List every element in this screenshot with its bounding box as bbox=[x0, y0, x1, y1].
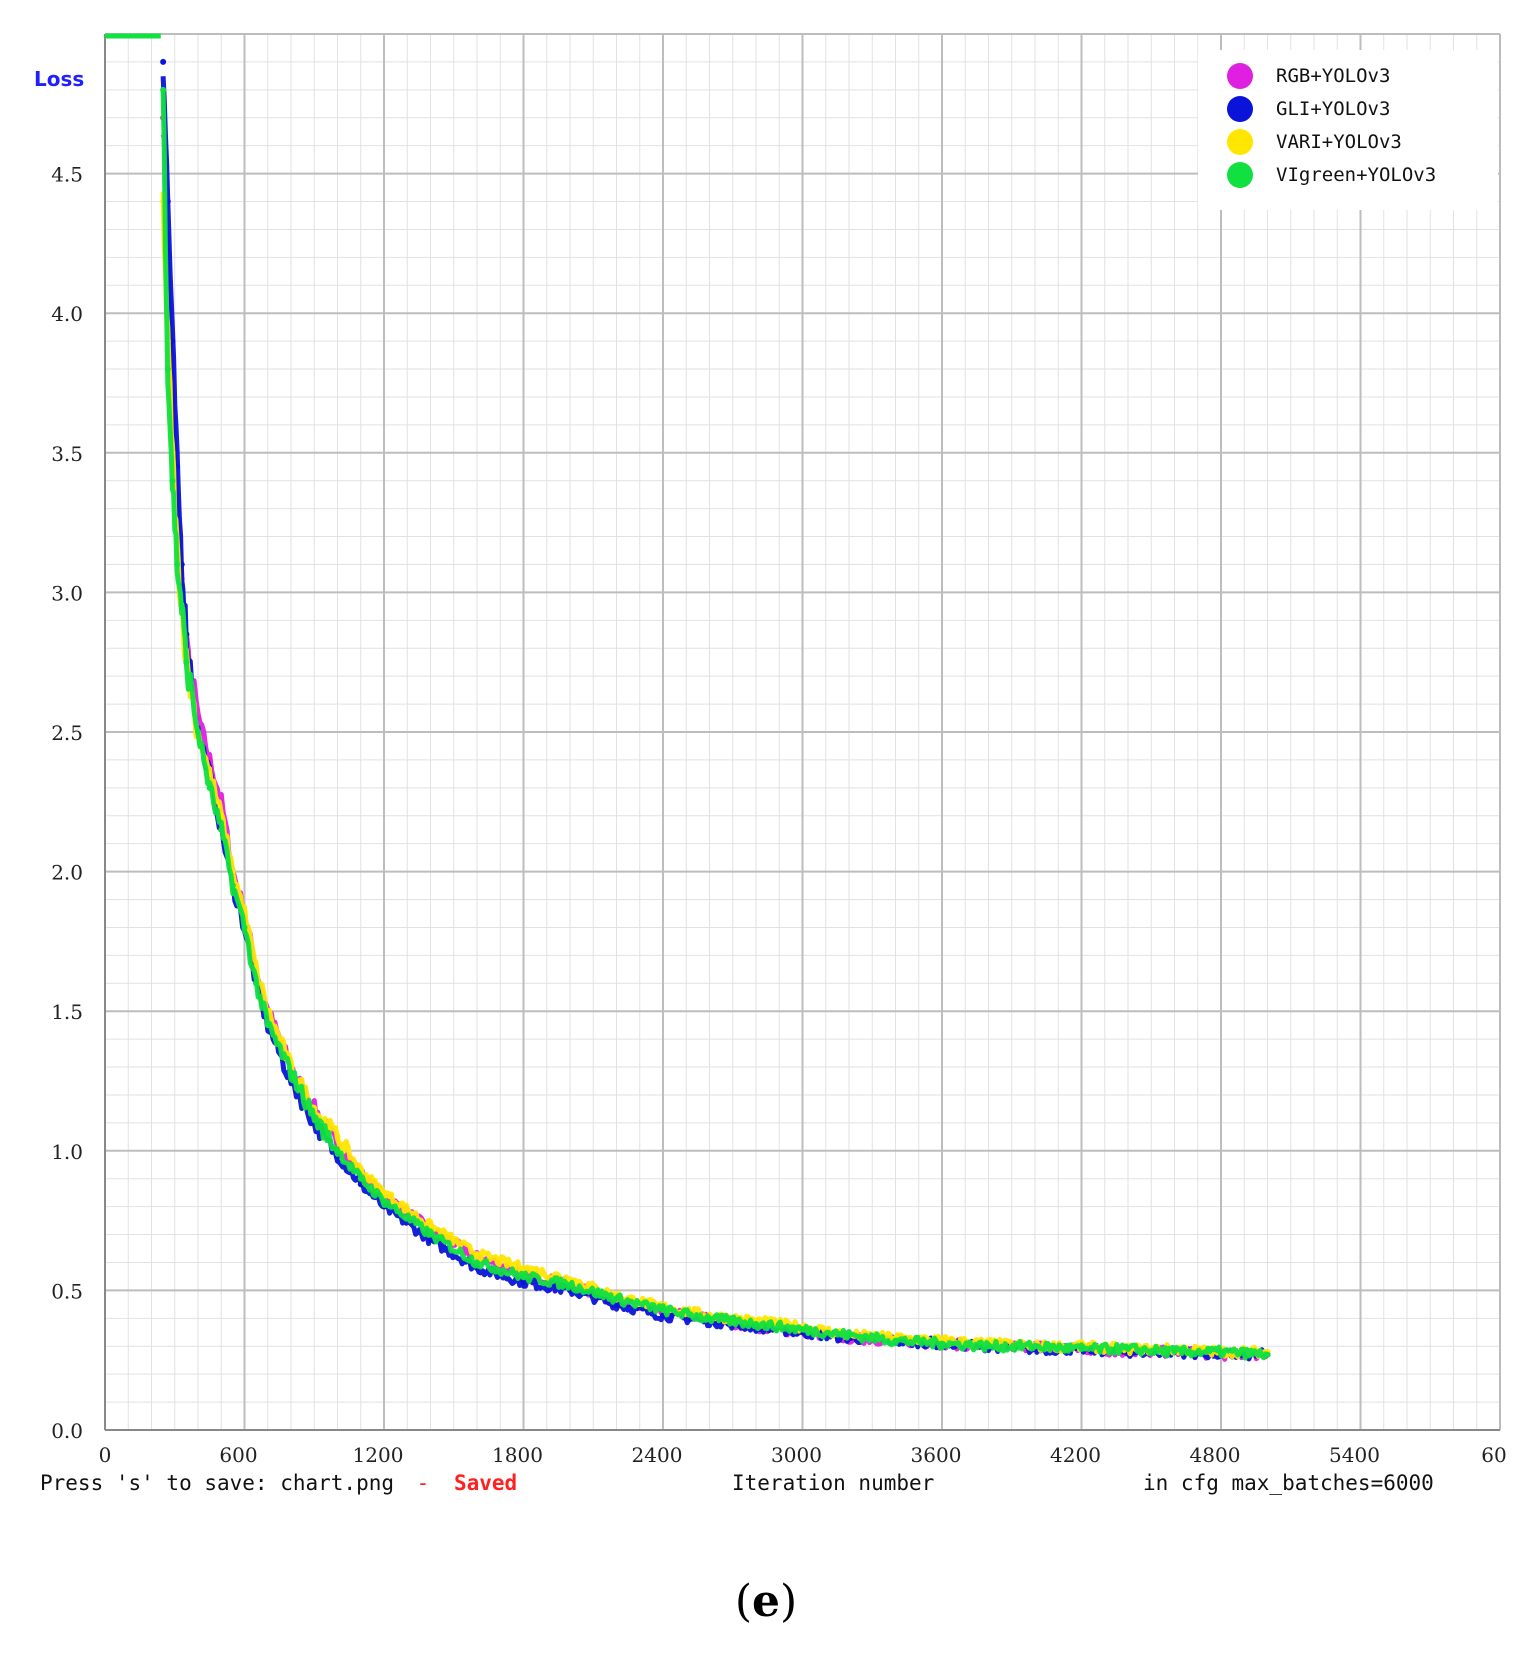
legend-label: GLI+YOLOv3 bbox=[1276, 98, 1390, 120]
max-batches-note: in cfg max_batches=6000 bbox=[1143, 1471, 1434, 1495]
x-tick-label: 600 bbox=[219, 1443, 257, 1467]
tick-labels: 0 600 1200 1800 2400 3000 3600 4200 4800 5400 60 0.… bbox=[51, 163, 1507, 1467]
data-point bbox=[381, 1198, 387, 1205]
y-tick-label: 4.5 bbox=[51, 163, 83, 187]
y-tick-label: 3.0 bbox=[51, 581, 83, 605]
data-point bbox=[1218, 1348, 1224, 1355]
save-dash: - bbox=[417, 1471, 430, 1495]
data-point bbox=[241, 924, 248, 931]
data-point bbox=[357, 1175, 364, 1182]
legend-marker bbox=[1227, 129, 1253, 155]
data-point bbox=[229, 882, 236, 889]
data-point bbox=[427, 1231, 434, 1238]
caption-close: ) bbox=[780, 1576, 797, 1627]
data-point bbox=[520, 1279, 527, 1286]
legend-label: VIgreen+YOLOv3 bbox=[1276, 164, 1436, 186]
data-point bbox=[160, 58, 167, 65]
data-point bbox=[334, 1133, 341, 1140]
x-tick-label: 60 bbox=[1481, 1443, 1506, 1467]
y-tick-label: 1.0 bbox=[51, 1140, 83, 1164]
data-point bbox=[206, 784, 213, 791]
data-point bbox=[660, 1306, 666, 1313]
y-tick-label: 2.0 bbox=[51, 861, 83, 885]
series-line bbox=[160, 191, 1269, 1360]
data-point bbox=[183, 659, 190, 666]
series-layer bbox=[105, 33, 1271, 1362]
series-vigreen-yolov3 bbox=[160, 86, 1271, 1361]
data-point bbox=[1171, 1348, 1178, 1355]
x-tick-label: 1200 bbox=[353, 1443, 404, 1467]
y-tick-label: 3.5 bbox=[51, 442, 83, 466]
data-point bbox=[178, 603, 185, 610]
data-point bbox=[169, 338, 176, 345]
y-tick-label: 4.0 bbox=[51, 302, 83, 326]
data-point bbox=[567, 1281, 573, 1288]
series-line bbox=[160, 76, 1269, 1362]
data-point bbox=[218, 826, 225, 833]
series-rgb-yolov3 bbox=[160, 114, 1271, 1362]
data-point bbox=[427, 1237, 434, 1244]
axes bbox=[104, 34, 1500, 1431]
data-point bbox=[1078, 1346, 1085, 1353]
caption-open: ( bbox=[735, 1576, 752, 1627]
x-tick-label: 0 bbox=[99, 1443, 112, 1467]
data-point bbox=[892, 1337, 899, 1344]
data-point bbox=[1125, 1346, 1131, 1353]
data-point bbox=[174, 561, 181, 568]
saved-status: Saved bbox=[454, 1471, 517, 1495]
x-tick-label: 5400 bbox=[1329, 1443, 1380, 1467]
data-point bbox=[799, 1326, 806, 1333]
data-point bbox=[164, 366, 171, 373]
data-point bbox=[520, 1265, 527, 1272]
data-point bbox=[1264, 1351, 1271, 1358]
data-point bbox=[169, 477, 176, 484]
x-axis-label: Iteration number bbox=[732, 1471, 934, 1495]
data-point bbox=[985, 1343, 992, 1350]
legend-label: RGB+YOLOv3 bbox=[1276, 65, 1390, 87]
x-tick-label: 3000 bbox=[771, 1443, 822, 1467]
legend-marker bbox=[1227, 96, 1253, 122]
save-hint: Press 's' to save: chart.png bbox=[40, 1471, 394, 1495]
series-line bbox=[160, 133, 1270, 1362]
y-axis-label: Loss bbox=[34, 67, 84, 91]
series-vari-yolov3 bbox=[160, 191, 1271, 1360]
data-point bbox=[195, 729, 201, 735]
y-tick-label: 0.0 bbox=[51, 1419, 83, 1443]
data-point bbox=[846, 1332, 852, 1339]
legend-label: VARI+YOLOv3 bbox=[1276, 131, 1402, 153]
data-point bbox=[160, 86, 167, 93]
data-point bbox=[520, 1273, 527, 1280]
data-point bbox=[334, 1147, 341, 1154]
data-point bbox=[706, 1315, 713, 1322]
footer: Press 's' to save: chart.png - Saved Ite… bbox=[40, 1471, 1434, 1495]
x-tick-label: 2400 bbox=[632, 1443, 683, 1467]
data-point bbox=[1032, 1343, 1038, 1350]
legend: RGB+YOLOv3 GLI+YOLOv3 VARI+YOLOv3 VIgreen+Y… bbox=[1198, 50, 1498, 210]
svg-text:Press 's' to save: chart.png: Press 's' to save: chart.png - Saved bbox=[40, 1471, 517, 1495]
data-point bbox=[474, 1251, 480, 1258]
data-point bbox=[753, 1320, 759, 1327]
figure-caption: (e) bbox=[735, 1576, 797, 1627]
legend-marker bbox=[1227, 63, 1253, 89]
data-point bbox=[939, 1340, 945, 1347]
data-point bbox=[613, 1295, 620, 1302]
y-tick-label: 1.5 bbox=[51, 1000, 83, 1024]
data-point bbox=[311, 1114, 318, 1121]
y-tick-label: 0.5 bbox=[51, 1279, 83, 1303]
data-point bbox=[474, 1259, 480, 1266]
legend-marker bbox=[1227, 162, 1253, 188]
series-gli-yolov3 bbox=[160, 58, 1271, 1362]
x-tick-label: 3600 bbox=[911, 1443, 962, 1467]
data-point bbox=[288, 1069, 294, 1076]
x-tick-label: 4800 bbox=[1190, 1443, 1241, 1467]
data-point bbox=[253, 980, 260, 987]
y-tick-label: 2.5 bbox=[51, 721, 83, 745]
x-tick-label: 4200 bbox=[1050, 1443, 1101, 1467]
caption-letter: e bbox=[752, 1576, 780, 1627]
x-tick-label: 1800 bbox=[492, 1443, 543, 1467]
series-line bbox=[160, 90, 1269, 1361]
data-point bbox=[264, 1022, 271, 1029]
